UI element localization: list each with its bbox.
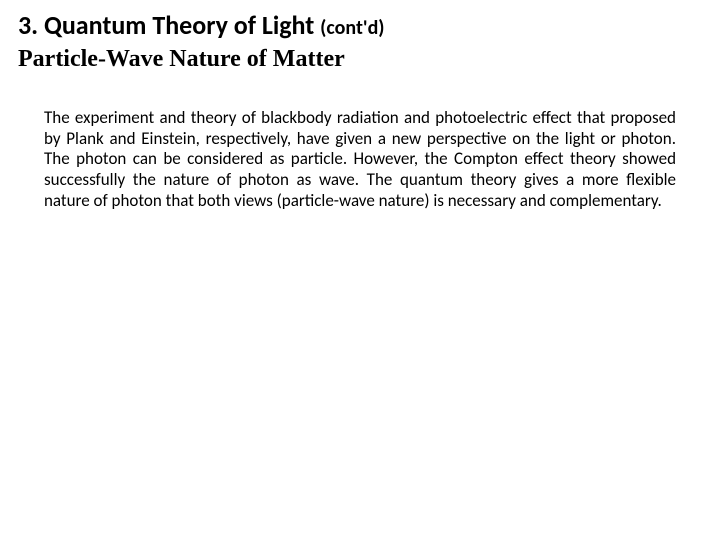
slide: 3. Quantum Theory of Light (cont'd) Part… [0, 0, 720, 540]
body-paragraph: The experiment and theory of blackbody r… [44, 108, 676, 212]
slide-subtitle: Particle-Wave Nature of Matter [18, 45, 702, 74]
title-main: 3. Quantum Theory of Light [18, 9, 320, 41]
title-contd: (cont'd) [320, 16, 384, 40]
slide-title: 3. Quantum Theory of Light (cont'd) [18, 10, 702, 41]
